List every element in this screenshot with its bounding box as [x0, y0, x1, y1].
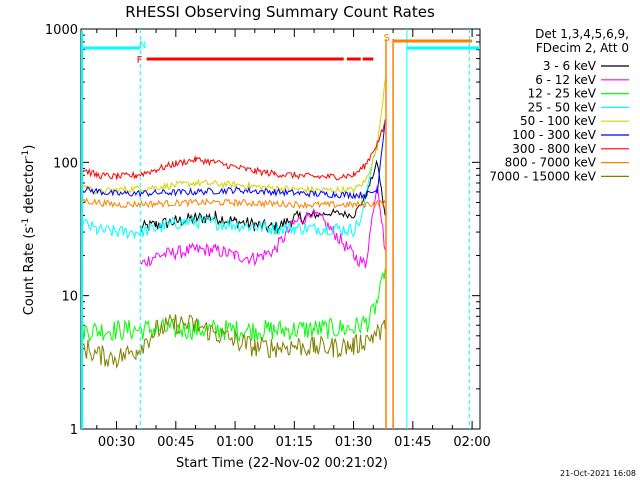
y-label-part-2: detector: [22, 158, 37, 218]
x-tick-label: 01:00: [216, 435, 253, 450]
x-tick-label: 01:30: [335, 435, 372, 450]
legend-header-line-2: FDecim 2, Att 0: [536, 41, 629, 55]
series-line-4: [81, 122, 386, 240]
legend: Det 1,3,4,5,6,9, FDecim 2, Att 0 3 - 6 k…: [489, 27, 629, 183]
flags-layer: NF S: [81, 29, 480, 429]
y-label-sup-2: -1: [21, 150, 31, 159]
legend-label: 800 - 7000 keV: [505, 156, 597, 170]
series-line-2: [139, 185, 386, 269]
timestamp: 21-Oct-2021 16:08: [560, 469, 636, 478]
y-tick-label: 1000: [45, 23, 78, 38]
legend-label: 3 - 6 keV: [543, 59, 597, 73]
legend-header-line-1: Det 1,3,4,5,6,9,: [535, 27, 629, 41]
chart-title: RHESSI Observing Summary Count Rates: [125, 3, 435, 21]
flag-label-f: F: [137, 55, 143, 66]
legend-label: 50 - 100 keV: [520, 114, 597, 128]
series-layer: [81, 79, 386, 369]
legend-label: 100 - 300 keV: [512, 128, 596, 142]
legend-label: 300 - 800 keV: [512, 142, 596, 156]
x-axis: 00:30 00:45 01:00 01:15 01:30 01:45 02:00: [96, 29, 491, 450]
legend-label: 25 - 50 keV: [528, 100, 597, 114]
y-tick-label: 1: [70, 423, 78, 438]
y-label-sup-1: -1: [21, 218, 31, 227]
series-line-9: [81, 313, 386, 369]
legend-label: 12 - 25 keV: [528, 87, 597, 101]
y-label-part-3: ): [22, 145, 37, 150]
y-tick-label: 100: [53, 156, 78, 171]
x-tick-label: 01:45: [394, 435, 431, 450]
x-tick-label: 02:00: [453, 435, 490, 450]
series-line-3: [81, 268, 386, 343]
series-line-7: [81, 123, 386, 181]
legend-label: 6 - 12 keV: [535, 73, 597, 87]
y-tick-label: 10: [61, 290, 78, 305]
flag-label-s: S: [384, 33, 390, 44]
x-tick-label: 01:15: [276, 435, 313, 450]
series-line-6: [81, 119, 386, 200]
series-line-5: [81, 79, 386, 195]
x-axis-label: Start Time (22-Nov-02 00:21:02): [176, 456, 388, 471]
series-line-8: [81, 197, 386, 210]
legend-label: 7000 - 15000 keV: [489, 169, 596, 183]
x-tick-label: 00:45: [157, 435, 194, 450]
series-line-1: [139, 159, 386, 235]
x-tick-label: 00:30: [98, 435, 135, 450]
y-axis-label: Count Rate (s-1 detector-1): [21, 145, 37, 316]
flag-label-n: N: [139, 40, 146, 51]
y-label-part-1: Count Rate (s: [22, 227, 37, 316]
